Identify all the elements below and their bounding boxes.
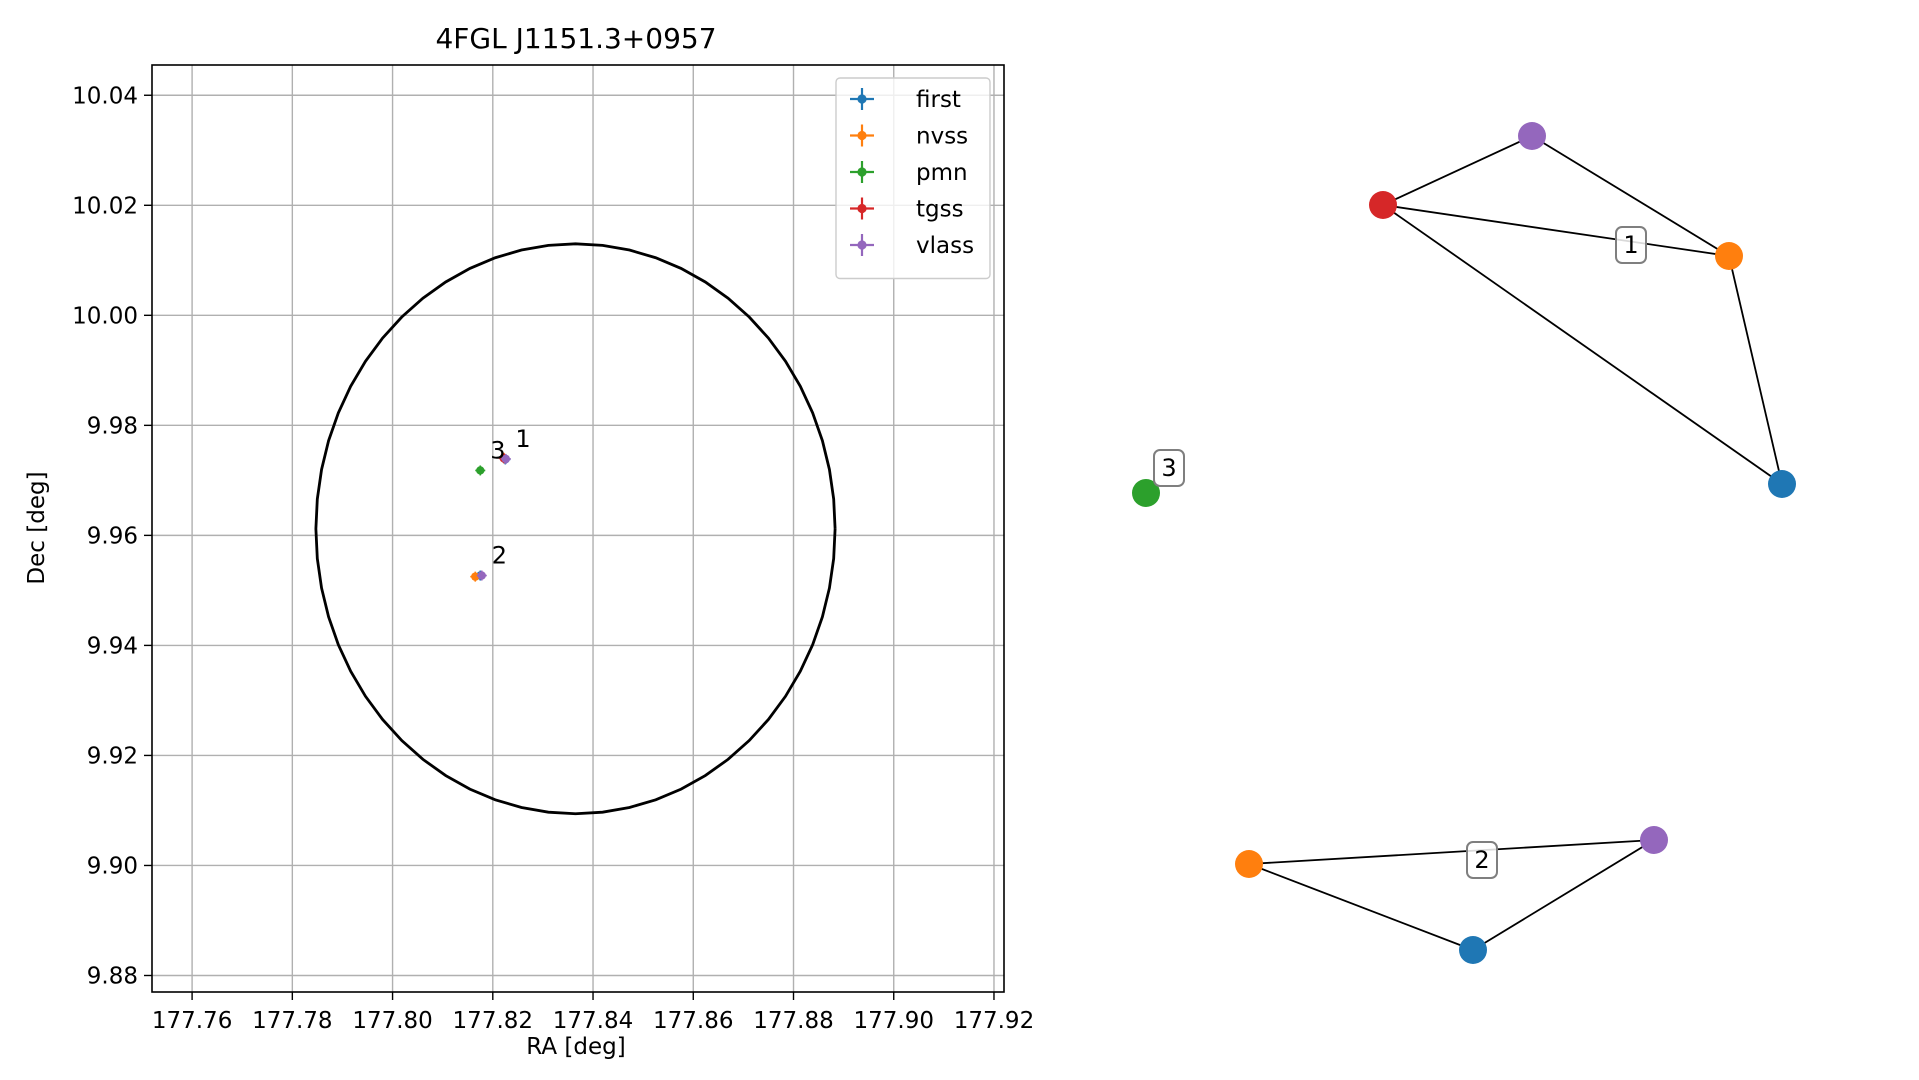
network-node-first [1459, 936, 1487, 964]
chart-title: 4FGL J1151.3+0957 [435, 22, 716, 55]
svg-text:2: 2 [1474, 846, 1489, 874]
legend-label: tgss [916, 197, 964, 223]
x-tick-label: 177.78 [252, 1008, 332, 1034]
network-node-first [1768, 470, 1796, 498]
network-group-label: 3 [1153, 449, 1185, 487]
y-tick-label: 10.04 [72, 83, 138, 109]
error-circle [314, 242, 837, 816]
network-edge [1728, 255, 1783, 485]
x-tick-label: 177.86 [653, 1008, 733, 1034]
network-edge [1472, 839, 1655, 951]
data-point-vlass [500, 453, 511, 464]
y-axis-title: Dec [deg] [24, 471, 50, 584]
x-tick-label: 177.82 [453, 1008, 533, 1034]
network-group-label: 2 [1466, 841, 1498, 879]
network-node-vlass [1640, 826, 1668, 854]
x-axis-title: RA [deg] [526, 1034, 625, 1060]
x-tick-label: 177.92 [954, 1008, 1034, 1034]
x-tick-label: 177.90 [853, 1008, 933, 1034]
legend: first nvss pmn tgss vlass [835, 77, 991, 280]
y-tick-label: 9.88 [87, 963, 138, 989]
network-node-pmn [1132, 479, 1160, 507]
network-node-nvss [1235, 850, 1263, 878]
data-point-nvss [470, 571, 481, 582]
legend-entry-nvss: nvss [850, 124, 968, 150]
scatter-panel: 1 2 3 177.76 177.78 177.80 177.82 177.84 177.86… [24, 22, 1034, 1060]
legend-entry-first: first [850, 87, 961, 113]
network-node-tgss [1369, 191, 1397, 219]
y-axis-ticks: 9.88 9.90 9.92 9.94 9.96 9.98 10.00 10.02 10.04 [72, 83, 152, 989]
network-node-vlass [1518, 122, 1546, 150]
y-tick-label: 9.96 [87, 523, 138, 549]
network-nodes [1132, 122, 1796, 964]
network-group-label: 1 [1615, 226, 1647, 264]
y-tick-label: 9.92 [87, 743, 138, 769]
network-edge [1248, 839, 1655, 865]
svg-text:1: 1 [1623, 231, 1638, 259]
y-tick-label: 9.98 [87, 413, 138, 439]
x-axis-ticks: 177.76 177.78 177.80 177.82 177.84 177.86 177.… [152, 992, 1034, 1034]
point-annotation: 1 [515, 425, 530, 453]
data-points [470, 452, 511, 582]
y-tick-label: 9.94 [87, 633, 138, 659]
legend-label: vlass [916, 233, 974, 259]
error-circle-path [314, 242, 837, 816]
network-edge [1382, 204, 1730, 257]
axes-frame [151, 64, 1005, 993]
y-tick-label: 9.90 [87, 853, 138, 879]
network-edge [1248, 863, 1474, 951]
data-point-vlass [476, 570, 487, 581]
network-edges [1248, 135, 1783, 951]
legend-entry-tgss: tgss [850, 197, 964, 223]
x-tick-label: 177.76 [152, 1008, 232, 1034]
point-annotation: 2 [492, 542, 507, 570]
x-tick-label: 177.88 [753, 1008, 833, 1034]
legend-label: first [916, 87, 961, 113]
legend-entry-pmn: pmn [850, 160, 968, 186]
legend-label: nvss [916, 124, 968, 150]
x-tick-label: 177.84 [553, 1008, 633, 1034]
data-point-pmn [475, 465, 486, 476]
network-edge [1382, 135, 1533, 206]
legend-entry-vlass: vlass [850, 233, 974, 259]
legend-frame [835, 77, 991, 280]
network-edge [1382, 204, 1783, 485]
y-tick-label: 10.00 [72, 303, 138, 329]
legend-label: pmn [916, 160, 968, 186]
network-edge [1531, 135, 1730, 257]
network-node-nvss [1715, 242, 1743, 270]
point-annotations: 1 2 3 [490, 425, 530, 570]
x-tick-label: 177.80 [352, 1008, 432, 1034]
svg-text:3: 3 [1161, 454, 1176, 482]
network-panel: 1 2 3 [1132, 122, 1796, 964]
y-tick-label: 10.02 [72, 193, 138, 219]
network-group-labels: 1 2 3 [1153, 226, 1647, 879]
point-annotation: 3 [490, 436, 505, 464]
